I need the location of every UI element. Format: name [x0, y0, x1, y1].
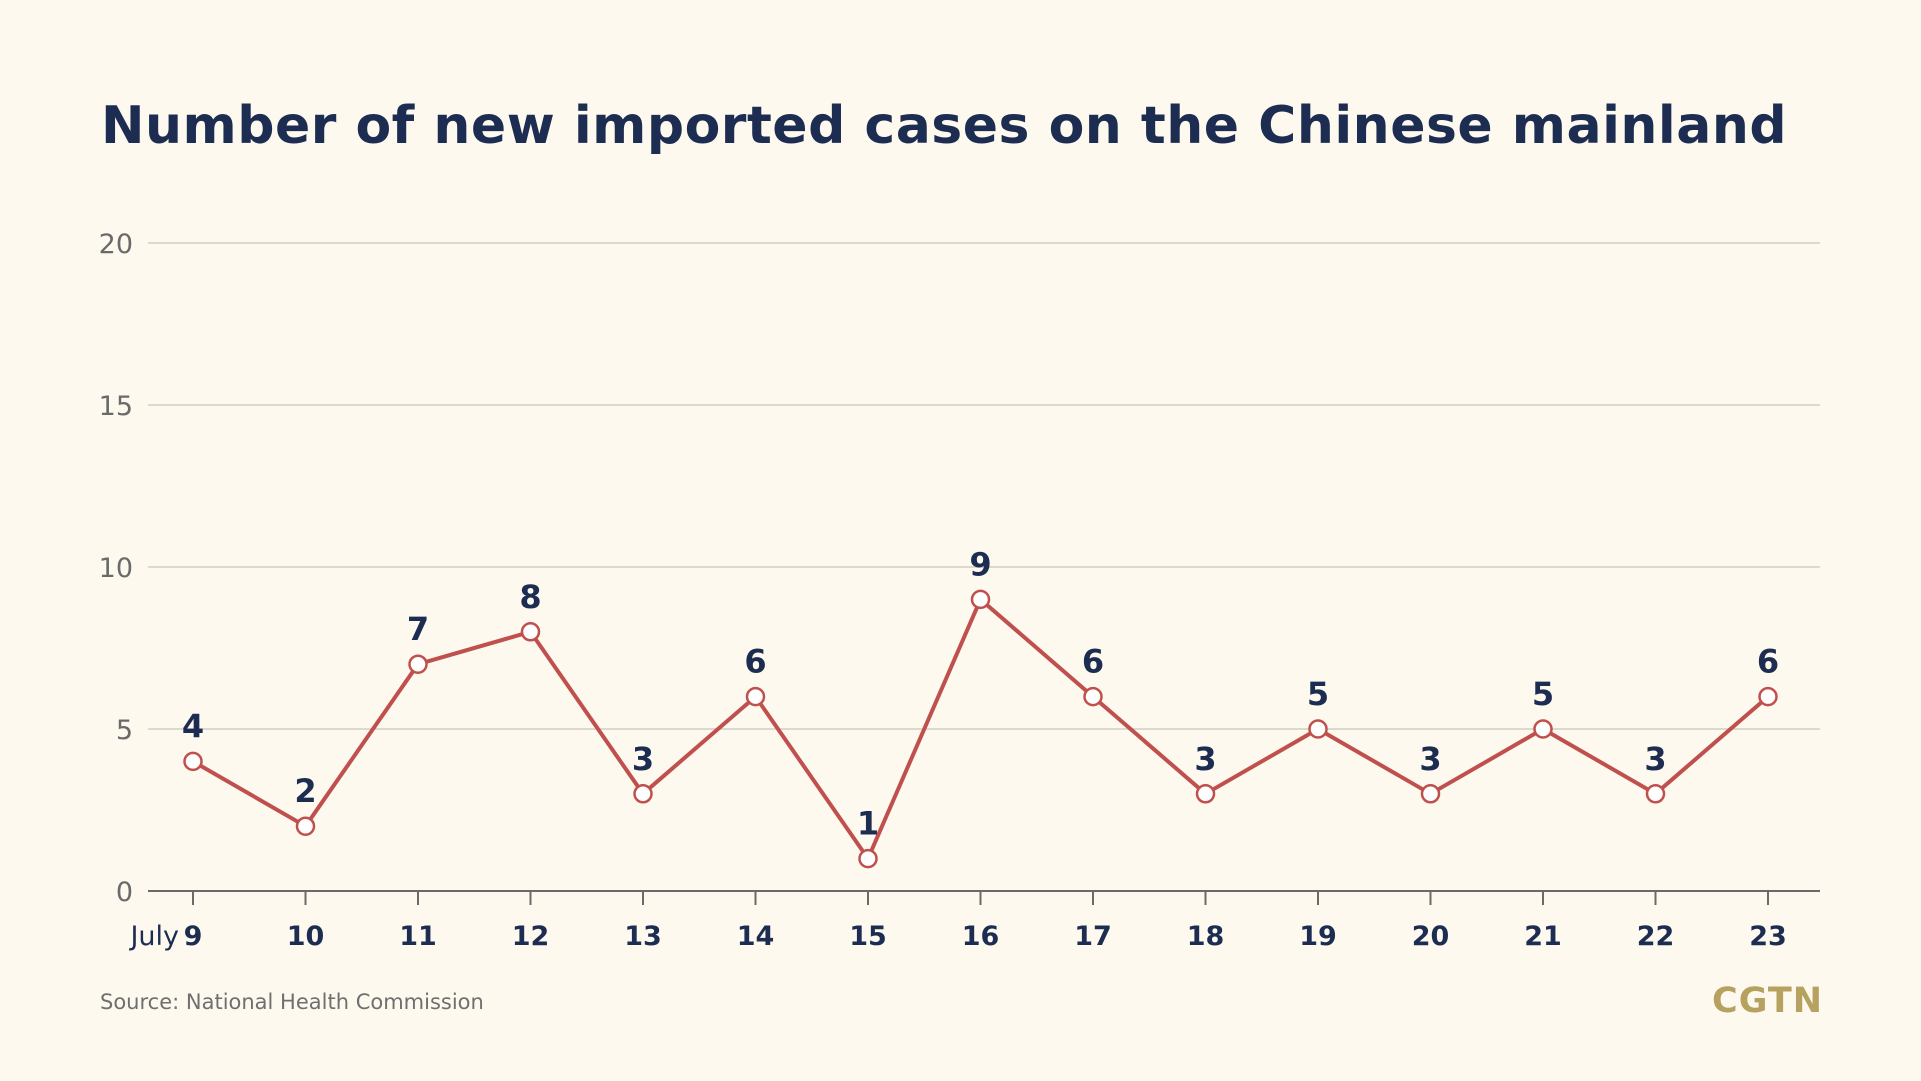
x-tick-label-12: 12	[512, 921, 550, 952]
x-axis: 9 10 11 12 13 14 15 16 17 18 19 20 21 22 23 July	[128, 890, 1820, 952]
data-point-23	[1758, 686, 1778, 707]
data-label-15: 1	[857, 805, 879, 843]
data-label-21: 5	[1532, 675, 1554, 713]
source-note: Source: National Health Commission	[100, 990, 484, 1014]
data-label-12: 8	[519, 578, 541, 616]
data-label-18: 3	[1194, 740, 1216, 778]
data-label-17: 6	[1082, 643, 1104, 681]
data-label-14: 6	[744, 643, 766, 681]
x-tick-label-17: 17	[1074, 921, 1112, 952]
data-point-9	[183, 751, 203, 772]
data-point-20	[1420, 784, 1441, 804]
x-tick-label-13: 13	[624, 921, 662, 952]
y-tick-label-10: 10	[99, 553, 133, 584]
data-label-11: 7	[407, 610, 429, 648]
y-tick-label-0: 0	[116, 877, 133, 908]
data-label-16: 9	[969, 545, 991, 583]
series-new-imported-cases	[183, 589, 1778, 869]
data-point-17	[1083, 686, 1103, 707]
data-point-11	[408, 654, 428, 674]
x-tick-label-15: 15	[849, 921, 887, 952]
data-label-20: 3	[1419, 740, 1441, 778]
data-point-21	[1533, 719, 1553, 739]
data-labels: 4 2 7 8 3 6 1 9 6 3 5 3 5 3 6	[182, 545, 1779, 842]
data-label-13: 3	[632, 740, 654, 778]
x-tick-label-18: 18	[1187, 921, 1225, 952]
data-label-22: 3	[1644, 740, 1666, 778]
x-axis-prefix: July	[128, 921, 179, 952]
x-tick-label-20: 20	[1412, 921, 1450, 952]
data-point-14	[745, 686, 766, 707]
data-label-9: 4	[182, 707, 204, 745]
x-tick-label-19: 19	[1299, 921, 1337, 952]
x-tick-label-10: 10	[287, 921, 325, 952]
data-label-10: 2	[294, 772, 316, 810]
data-point-19	[1308, 719, 1328, 739]
x-tick-label-21: 21	[1524, 921, 1562, 952]
data-label-23: 6	[1757, 643, 1779, 681]
data-point-12	[520, 622, 541, 642]
x-tick-label-11: 11	[399, 921, 437, 952]
x-tick-label-23: 23	[1749, 921, 1787, 952]
data-point-22	[1645, 784, 1666, 804]
data-label-19: 5	[1307, 675, 1329, 713]
chart-title: Number of new imported cases on the Chin…	[101, 96, 1788, 156]
x-tick-label-9: 9	[184, 921, 203, 952]
y-tick-label-20: 20	[99, 229, 133, 260]
y-tick-label-15: 15	[99, 391, 133, 422]
data-point-10	[295, 816, 316, 836]
y-tick-label-5: 5	[116, 715, 133, 746]
x-tick-label-14: 14	[737, 921, 775, 952]
data-point-18	[1195, 784, 1216, 804]
cgtn-logo: CGTN	[1712, 981, 1823, 1021]
data-point-13	[633, 784, 653, 804]
x-tick-label-22: 22	[1637, 921, 1675, 952]
data-point-16	[970, 589, 991, 610]
x-tick-label-16: 16	[962, 921, 1000, 952]
data-point-15	[858, 848, 878, 869]
